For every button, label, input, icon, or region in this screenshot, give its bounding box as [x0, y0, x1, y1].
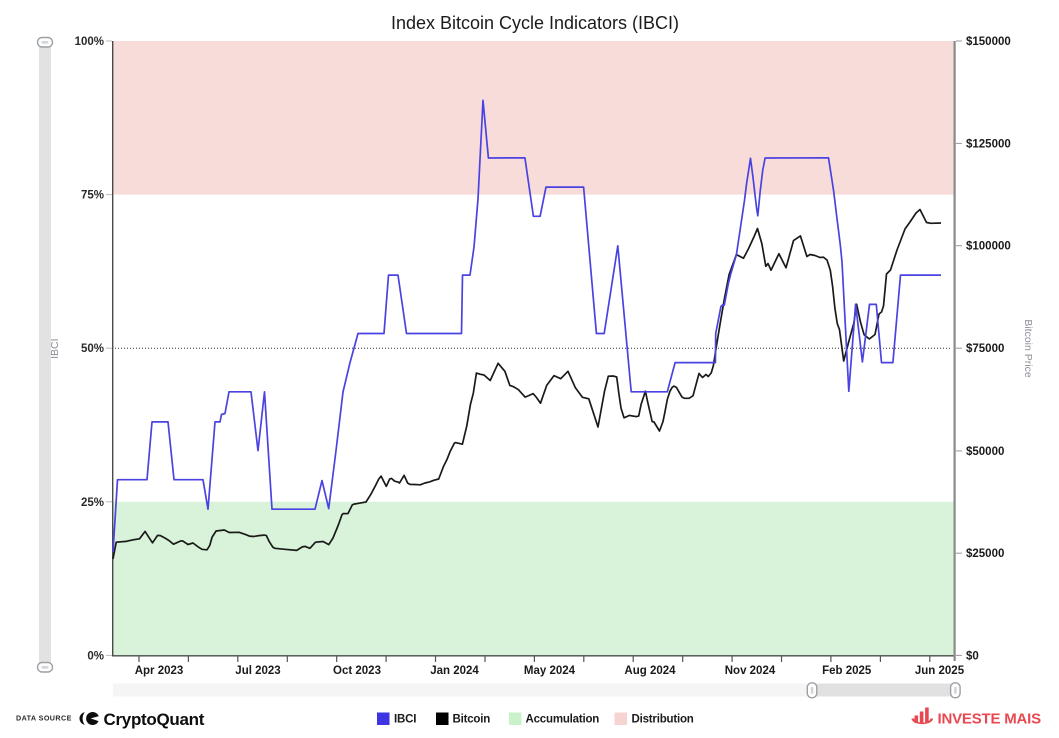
svg-text:Bitcoin: Bitcoin	[453, 714, 491, 726]
svg-text:$100000: $100000	[966, 241, 1011, 253]
svg-text:Apr 2023: Apr 2023	[135, 665, 184, 677]
svg-text:Feb 2025: Feb 2025	[822, 665, 872, 677]
svg-text:IBCI: IBCI	[394, 714, 416, 726]
svg-text:DATA SOURCE: DATA SOURCE	[16, 714, 72, 723]
svg-text:50%: 50%	[81, 343, 104, 355]
svg-text:25%: 25%	[81, 497, 104, 509]
svg-text:Oct 2023: Oct 2023	[333, 665, 381, 677]
svg-text:CryptoQuant: CryptoQuant	[104, 710, 205, 729]
svg-text:Jun 2025: Jun 2025	[915, 665, 965, 677]
svg-text:May 2024: May 2024	[524, 665, 576, 677]
svg-text:$150000: $150000	[966, 36, 1011, 48]
svg-text:Bitcoin Price: Bitcoin Price	[1022, 319, 1034, 378]
svg-text:Jan 2024: Jan 2024	[430, 665, 479, 677]
svg-text:Accumulation: Accumulation	[526, 714, 600, 726]
svg-text:0%: 0%	[87, 650, 104, 662]
svg-text:Nov 2024: Nov 2024	[725, 665, 776, 677]
svg-text:Aug 2024: Aug 2024	[624, 665, 676, 677]
svg-text:$25000: $25000	[966, 548, 1004, 560]
svg-text:$125000: $125000	[966, 138, 1011, 150]
svg-text:Distribution: Distribution	[632, 714, 694, 726]
svg-text:$0: $0	[966, 650, 979, 662]
svg-text:75%: 75%	[81, 190, 104, 202]
svg-text:$50000: $50000	[966, 446, 1004, 458]
svg-text:Index Bitcoin Cycle Indicators: Index Bitcoin Cycle Indicators (IBCI)	[391, 13, 679, 33]
svg-text:IBCI: IBCI	[49, 338, 61, 358]
svg-text:$75000: $75000	[966, 343, 1004, 355]
svg-text:100%: 100%	[75, 36, 104, 48]
svg-text:Jul 2023: Jul 2023	[235, 665, 280, 677]
svg-text:INVESTE MAIS: INVESTE MAIS	[938, 711, 1042, 728]
